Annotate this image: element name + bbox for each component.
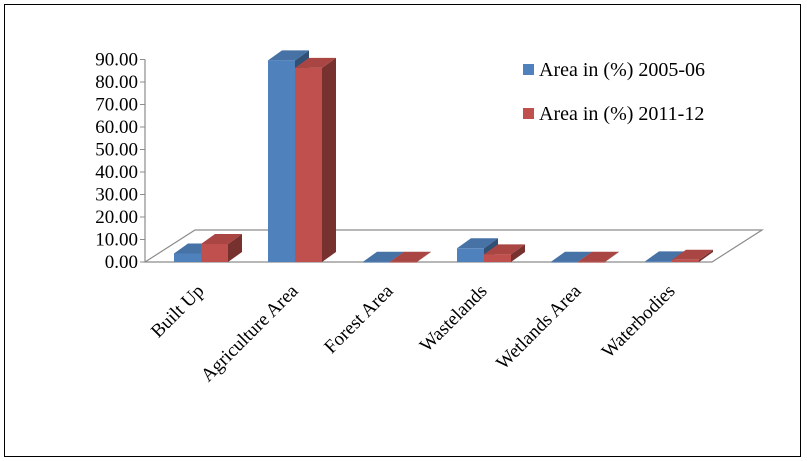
bar-top xyxy=(268,50,309,61)
y-tick-label: 60.00 xyxy=(95,117,138,138)
bar-side xyxy=(511,244,525,262)
y-tick-label: 0.00 xyxy=(105,252,138,273)
bar-top xyxy=(363,251,404,262)
y-tick-label: 20.00 xyxy=(95,207,138,228)
bar-series2 xyxy=(390,251,431,263)
bar-series2 xyxy=(201,234,242,262)
bar-top xyxy=(551,251,592,262)
bar-top xyxy=(672,249,713,260)
bar-top xyxy=(201,234,242,244)
bar-side xyxy=(417,251,431,262)
bar-side xyxy=(322,57,336,263)
x-tick-label: Agriculture Area xyxy=(197,280,303,386)
bar-top xyxy=(645,251,686,262)
bar-top xyxy=(295,57,336,68)
y-tick-label: 80.00 xyxy=(95,72,138,93)
y-tick-label: 40.00 xyxy=(95,162,138,183)
bar-series2 xyxy=(295,57,336,263)
bar-front xyxy=(390,261,417,263)
legend-label: Area in (%) 2011-12 xyxy=(539,103,704,125)
bar-front xyxy=(457,248,484,262)
x-tick-label: Wetlands Area xyxy=(492,280,586,374)
bar-front xyxy=(363,261,390,263)
y-tick-label: 70.00 xyxy=(95,95,138,116)
x-tick-label: Built Up xyxy=(147,281,209,343)
bar-side xyxy=(228,234,242,262)
y-tick-label: 50.00 xyxy=(95,140,138,161)
bar-top xyxy=(484,244,525,255)
y-tick-label: 10.00 xyxy=(95,230,138,251)
bar-top xyxy=(457,238,498,249)
y-tick-label: 90.00 xyxy=(95,50,138,71)
bar-front xyxy=(268,60,295,263)
x-tick-label: Wastelands xyxy=(416,281,492,357)
bar-top xyxy=(578,251,619,262)
bar-side xyxy=(699,249,713,262)
bar-top xyxy=(390,251,431,262)
bar-front xyxy=(174,253,201,262)
y-tick-label: 30.00 xyxy=(95,185,138,206)
x-tick-label: Forest Area xyxy=(320,280,398,358)
bar-side xyxy=(605,251,619,262)
bar-front xyxy=(578,261,605,263)
legend-swatch xyxy=(523,108,534,119)
legend-label: Area in (%) 2005-06 xyxy=(539,59,705,81)
bar-series2 xyxy=(484,244,525,262)
bar-series2 xyxy=(578,251,619,263)
bar-front xyxy=(484,254,511,262)
bar-front xyxy=(201,244,228,262)
bar-front xyxy=(295,67,322,262)
x-tick-label: Waterbodies xyxy=(598,281,680,363)
legend-swatch xyxy=(523,64,534,75)
bar-series2 xyxy=(672,249,713,262)
bar-front xyxy=(551,261,578,263)
bar-front xyxy=(672,259,699,262)
bar-front xyxy=(645,261,672,263)
